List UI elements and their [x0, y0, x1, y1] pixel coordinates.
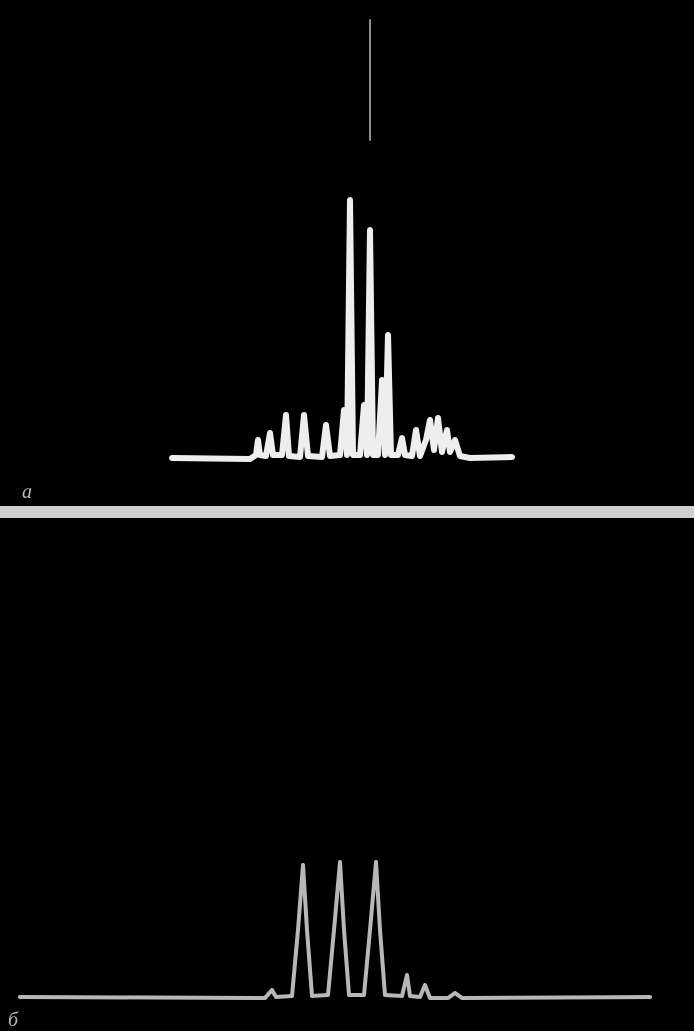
panel-label: б — [8, 1009, 19, 1031]
separator — [0, 506, 694, 518]
page: a б (() => { const data = JSON.parse(doc… — [0, 0, 694, 1031]
panel-label: a — [22, 481, 32, 503]
figure: a б — [0, 0, 694, 1031]
